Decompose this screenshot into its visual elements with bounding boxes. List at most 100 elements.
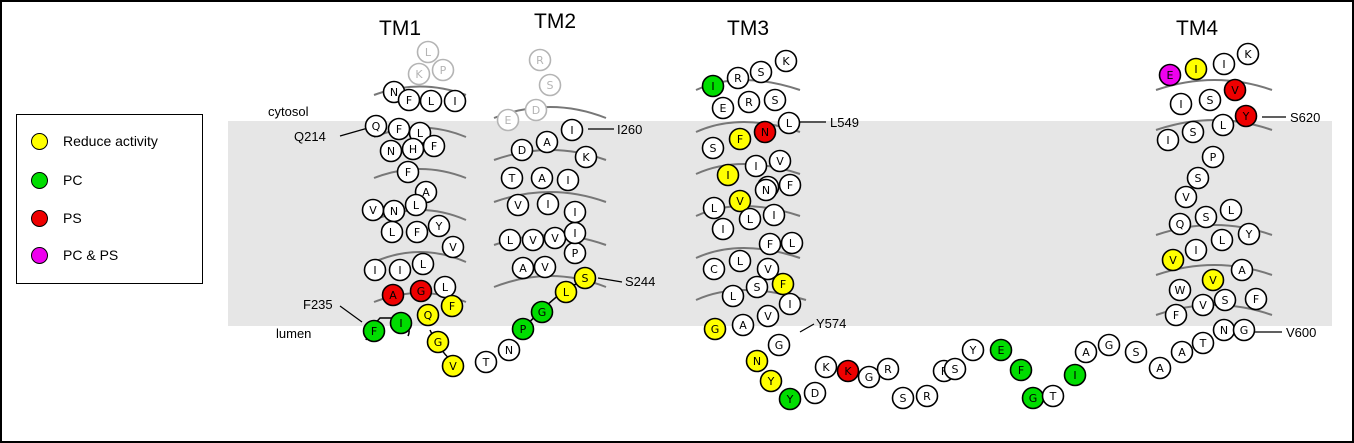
residue-letter: I [573, 206, 576, 219]
residue: V [1161, 248, 1185, 272]
residue-letter: Y [1242, 110, 1250, 123]
residue-letter: I [754, 160, 757, 173]
residue-letter: K [582, 151, 590, 164]
residue: L [780, 231, 804, 255]
residue-circle [404, 193, 428, 217]
residue-circle [556, 168, 580, 192]
residue: K [814, 355, 838, 379]
residue-letter: A [422, 186, 430, 199]
residue-letter: A [543, 136, 551, 149]
leader-line [799, 323, 815, 333]
residue-letter: F [414, 226, 420, 239]
residue-circle [1158, 63, 1182, 87]
residue: G [1232, 318, 1256, 342]
residue-circle [915, 384, 939, 408]
residue-circle [703, 317, 727, 341]
residue-letter: L [1220, 119, 1227, 132]
residue-circle [427, 214, 451, 238]
legend-item-reduce-activity: Reduce activity [31, 130, 158, 152]
residue-circle [749, 60, 773, 84]
residue: S [701, 136, 725, 160]
residue-circle [1237, 222, 1261, 246]
legend-label: PC & PS [63, 247, 119, 263]
residue-circle [1223, 78, 1247, 102]
residue: Y [778, 387, 802, 411]
residue-circle [876, 357, 900, 381]
residue: Q [364, 114, 388, 138]
residue: F [440, 294, 464, 318]
residue: E [989, 338, 1013, 362]
legend-item-pc-ps: PC & PS [31, 244, 118, 266]
residue: I [443, 89, 467, 113]
residue: V [756, 257, 780, 281]
residue: N [745, 349, 769, 373]
residue-letter: F [737, 133, 743, 146]
residue-letter: I [573, 227, 576, 240]
legend-swatch [31, 171, 48, 189]
residue-circle [1169, 92, 1193, 116]
residue: T [474, 350, 498, 374]
residue-letter: Y [969, 344, 977, 357]
residue-circle [758, 232, 782, 256]
residue: A [1230, 258, 1254, 282]
residue-letter: N [390, 205, 398, 218]
residue-circle [535, 130, 559, 154]
residue-circle [498, 228, 522, 252]
residue-letter: T [1049, 390, 1057, 403]
residue-letter: L [417, 127, 424, 140]
residue: E [496, 108, 520, 132]
residue: V [1201, 268, 1225, 292]
residue-circle [411, 252, 435, 276]
residue-letter: D [532, 104, 540, 117]
residue: I [1169, 92, 1193, 116]
residue: S [1124, 340, 1148, 364]
residue-letter: E [998, 344, 1005, 357]
residue: I [1184, 238, 1208, 262]
residue-letter: S [1133, 346, 1140, 359]
tm-title: TM2 [534, 10, 576, 33]
residue-circle [416, 40, 440, 64]
position-labels: Q214 F235 I260 S244 L549 Y574 S620 V600 [294, 110, 1320, 340]
residue-letter: L [389, 226, 396, 239]
residue-circle [573, 266, 597, 290]
residue-circle [778, 292, 802, 316]
residue-circle [533, 255, 557, 279]
residue-circle [767, 333, 791, 357]
residue-circle [405, 220, 429, 244]
legend-swatch [31, 246, 48, 264]
residue: V [728, 189, 752, 213]
residue-circle [857, 365, 881, 389]
residue: L [1211, 113, 1235, 137]
residue-letter: L [428, 95, 435, 108]
residue-circle [1213, 288, 1237, 312]
legend-swatch [31, 209, 48, 227]
residue-letter: F [371, 325, 377, 338]
residue-circle [362, 319, 386, 343]
residue-circle [1124, 340, 1148, 364]
residue-letter: L [425, 46, 432, 59]
residue-letter: R [884, 363, 892, 376]
residue-letter: F [780, 278, 786, 291]
residue-circle [1170, 340, 1194, 364]
residue-letter: L [442, 281, 449, 294]
residue-circle [409, 279, 433, 303]
residue-circle [511, 256, 535, 280]
residue-circle [426, 330, 450, 354]
residue-letter: S [952, 363, 959, 376]
residue-letter: F [1018, 364, 1024, 377]
residue: P [1201, 145, 1225, 169]
residue: R [726, 66, 750, 90]
residue: V [441, 354, 465, 378]
residue-letter: D [811, 387, 819, 400]
residue-letter: I [1166, 134, 1169, 147]
residue-circle [989, 338, 1013, 362]
residue-letter: R [734, 72, 742, 85]
residue: S [1194, 205, 1218, 229]
residue-letter: G [865, 371, 874, 384]
residue-letter: A [1156, 362, 1164, 375]
residue-letter: Q [372, 120, 381, 133]
residue: R [737, 90, 761, 114]
residue: F [422, 134, 446, 158]
residue: Q [416, 303, 440, 327]
residue-circle [1168, 212, 1192, 236]
